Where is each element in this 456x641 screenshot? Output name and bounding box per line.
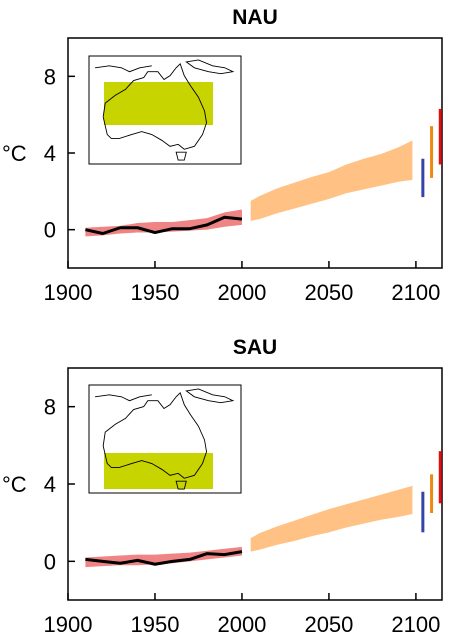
inset-map [88, 384, 242, 494]
y-tick-label: 4 [44, 472, 56, 497]
inset-map [88, 55, 242, 165]
region-box [104, 82, 213, 125]
x-tick-label: 2050 [304, 612, 353, 637]
y-tick-label: 8 [44, 64, 56, 89]
chart-title: SAU [233, 336, 277, 359]
australia-outline [102, 63, 208, 150]
projection-band [250, 485, 413, 552]
projection-band [250, 140, 413, 222]
x-tick-label: 1950 [131, 280, 180, 305]
panel-sau: SAU 0 4 8 1900 1950 2000 2050 2100 °C [2, 336, 443, 637]
x-tick-label: 2100 [391, 612, 440, 637]
y-tick-label: 0 [44, 218, 56, 243]
x-tick-label: 1950 [131, 612, 180, 637]
y-tick-label: 8 [44, 395, 56, 420]
x-tick-label: 2000 [217, 280, 266, 305]
chart-title: NAU [232, 6, 278, 29]
new-guinea-outline [185, 59, 235, 75]
x-tick-label: 2050 [304, 280, 353, 305]
x-tick-label: 2000 [217, 612, 266, 637]
y-tick-label: 4 [44, 141, 56, 166]
y-axis-label: °C [2, 472, 27, 497]
islands-outline [95, 394, 152, 402]
x-tick-label: 1900 [44, 280, 93, 305]
australia-outline [102, 392, 208, 479]
observed-line [85, 215, 243, 235]
region-box [104, 453, 213, 489]
new-guinea-outline [185, 388, 235, 404]
x-tick-label: 1900 [44, 612, 93, 637]
y-tick-label: 0 [44, 549, 56, 574]
y-axis-label: °C [2, 141, 27, 166]
observed-line [85, 550, 243, 566]
model-20c-band [85, 209, 242, 237]
panel-nau: NAU 0 4 8 1900 1950 2000 2050 2100 °C [2, 6, 443, 305]
tasmania-outline [175, 480, 187, 490]
x-tick-label: 2100 [391, 280, 440, 305]
tasmania-outline [175, 151, 187, 161]
islands-outline [95, 65, 152, 73]
